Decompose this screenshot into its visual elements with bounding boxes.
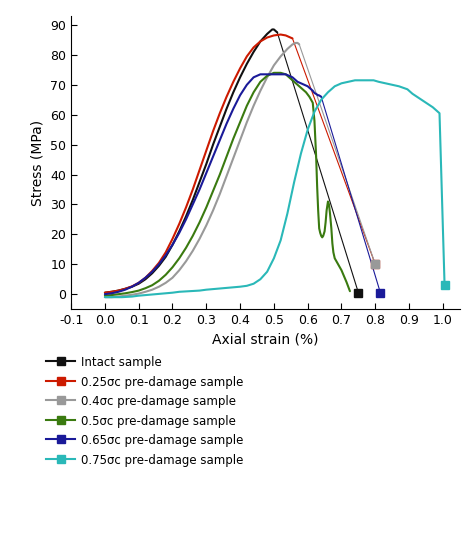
X-axis label: Axial strain (%): Axial strain (%) — [212, 333, 319, 346]
Y-axis label: Stress (MPa): Stress (MPa) — [31, 119, 45, 206]
Legend: Intact sample, 0.25σᴄ pre-damage sample, 0.4σᴄ pre-damage sample, 0.5σᴄ pre-dama: Intact sample, 0.25σᴄ pre-damage sample,… — [46, 356, 244, 466]
